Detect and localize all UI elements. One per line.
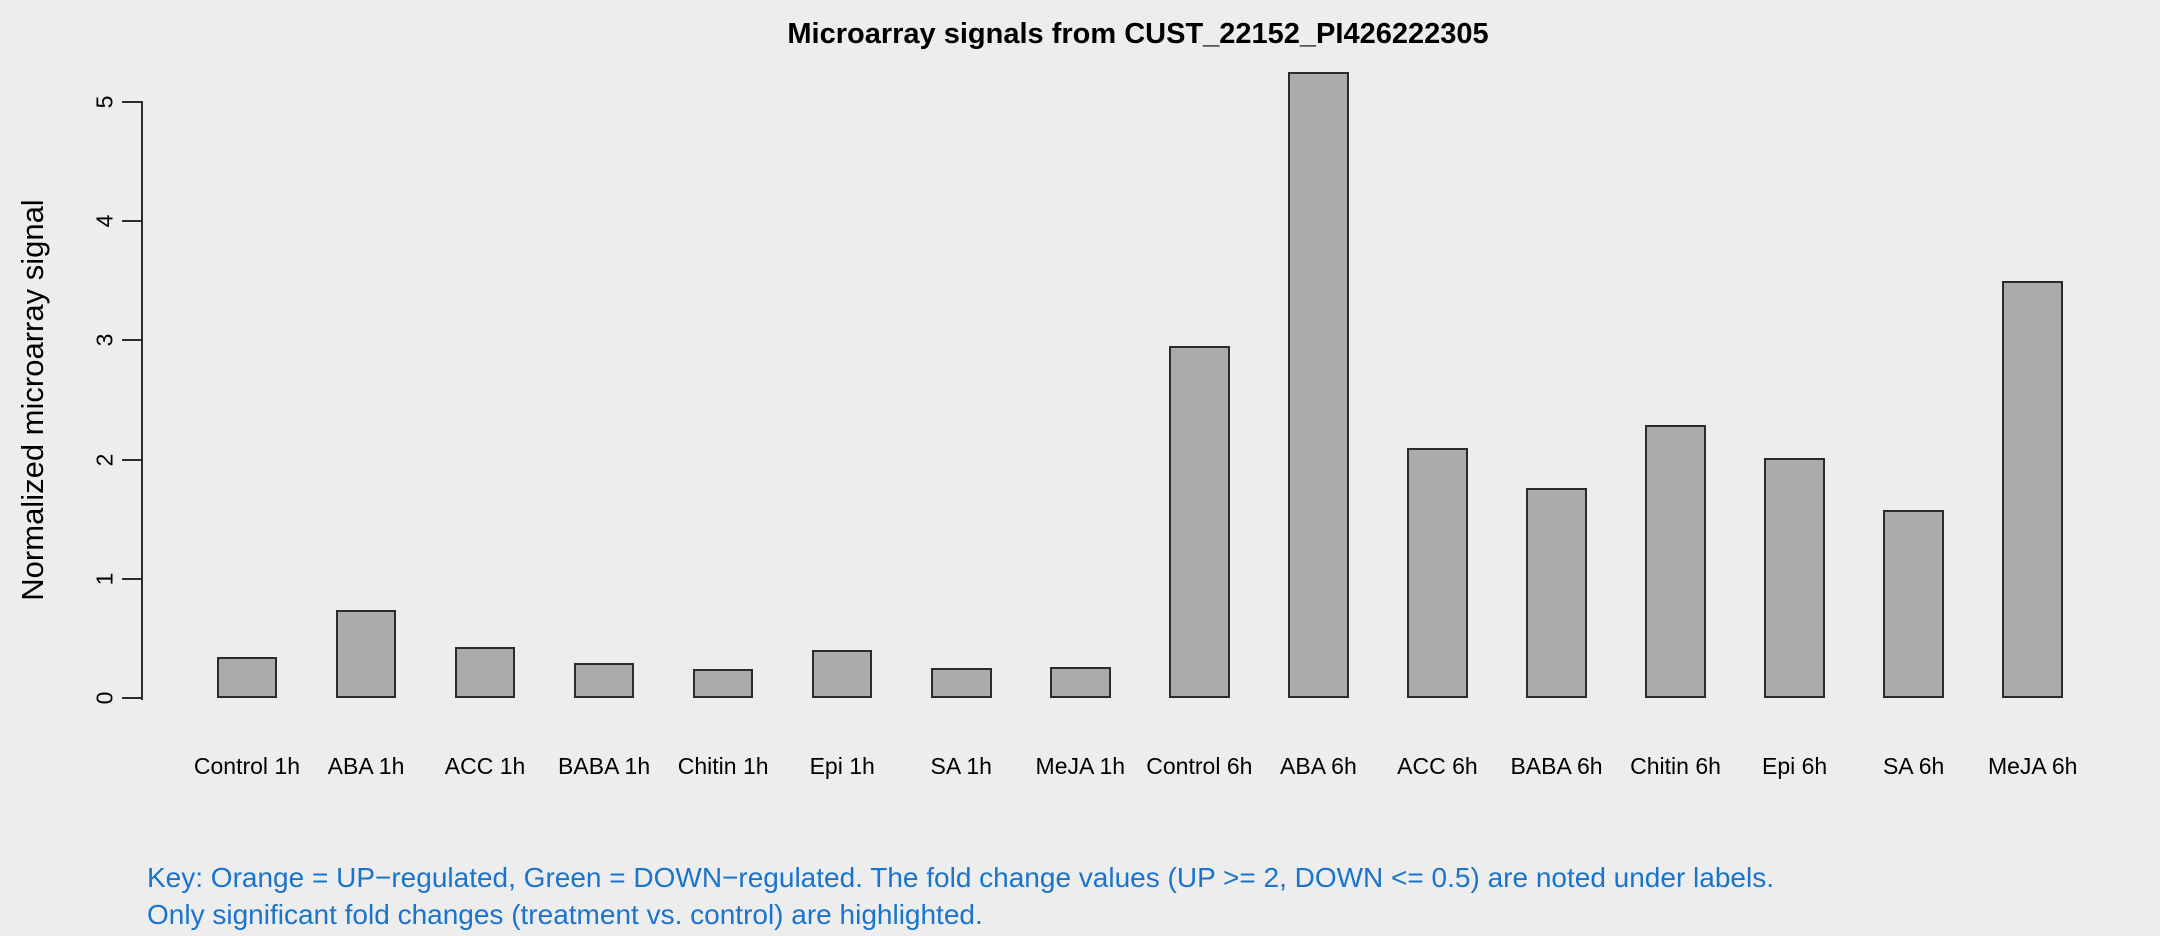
- x-tick-label-sa-6h: SA 6h: [1882, 753, 1945, 779]
- y-tick-label: 1: [91, 572, 118, 586]
- y-tick-label: 4: [91, 214, 118, 228]
- x-tick-label-chitin-6h: Chitin 6h: [1630, 753, 1721, 779]
- bar-epi-6h: [1764, 458, 1825, 698]
- y-tick-label: 2: [91, 453, 118, 466]
- x-tick-label-control-6h: Control 6h: [1146, 753, 1253, 779]
- bar-meja-6h: [2002, 280, 2063, 698]
- bar-epi-1h: [811, 650, 873, 698]
- bar-aba-6h: [1288, 71, 1349, 698]
- bar-acc-1h: [454, 646, 516, 698]
- x-tick-label-acc-6h: ACC 6h: [1397, 753, 1478, 779]
- y-tick-mark: [122, 220, 142, 223]
- x-tick-label-epi-1h: Epi 1h: [809, 753, 875, 779]
- key-note-line-1: Key: Orange = UP−regulated, Green = DOWN…: [147, 862, 1774, 893]
- bar-chitin-6h: [1645, 424, 1706, 698]
- x-tick-label-acc-1h: ACC 1h: [444, 753, 526, 779]
- chart-title: Microarray signals from CUST_22152_PI426…: [787, 18, 1489, 50]
- x-tick-label-meja-1h: MeJA 1h: [1035, 753, 1126, 779]
- y-tick-mark: [122, 339, 142, 342]
- x-tick-label-sa-1h: SA 1h: [930, 753, 992, 779]
- bar-sa-6h: [1883, 509, 1944, 698]
- y-tick-mark: [122, 100, 142, 103]
- x-tick-label-baba-6h: BABA 6h: [1510, 753, 1603, 779]
- y-tick-mark: [122, 697, 142, 699]
- y-tick-label: 0: [91, 691, 118, 705]
- x-tick-label-meja-6h: MeJA 6h: [1987, 753, 2078, 779]
- y-axis-label: Normalized microarray signal: [15, 199, 50, 601]
- bar-baba-1h: [573, 663, 635, 698]
- y-tick-label: 5: [91, 95, 118, 109]
- y-tick-mark: [122, 458, 142, 461]
- x-tick-label-control-1h: Control 1h: [193, 753, 300, 779]
- bar-chitin-1h: [692, 669, 754, 698]
- x-tick-label-epi-6h: Epi 6h: [1761, 753, 1828, 779]
- bar-control-1h: [216, 657, 278, 698]
- bar-acc-6h: [1407, 447, 1468, 698]
- bar-baba-6h: [1526, 488, 1587, 698]
- y-tick-mark: [122, 577, 142, 580]
- y-axis-line: [141, 101, 143, 700]
- x-tick-label-baba-1h: BABA 1h: [558, 753, 651, 779]
- x-tick-label-chitin-1h: Chitin 1h: [677, 753, 769, 779]
- bar-sa-1h: [931, 668, 992, 698]
- bar-control-6h: [1169, 346, 1230, 698]
- key-note-line-2: Only significant fold changes (treatment…: [147, 899, 983, 930]
- bar-meja-1h: [1050, 666, 1111, 698]
- x-tick-label-aba-6h: ABA 6h: [1280, 753, 1357, 779]
- x-tick-label-aba-1h: ABA 1h: [327, 753, 405, 779]
- y-tick-label: 3: [91, 333, 118, 347]
- bar-aba-1h: [335, 609, 397, 698]
